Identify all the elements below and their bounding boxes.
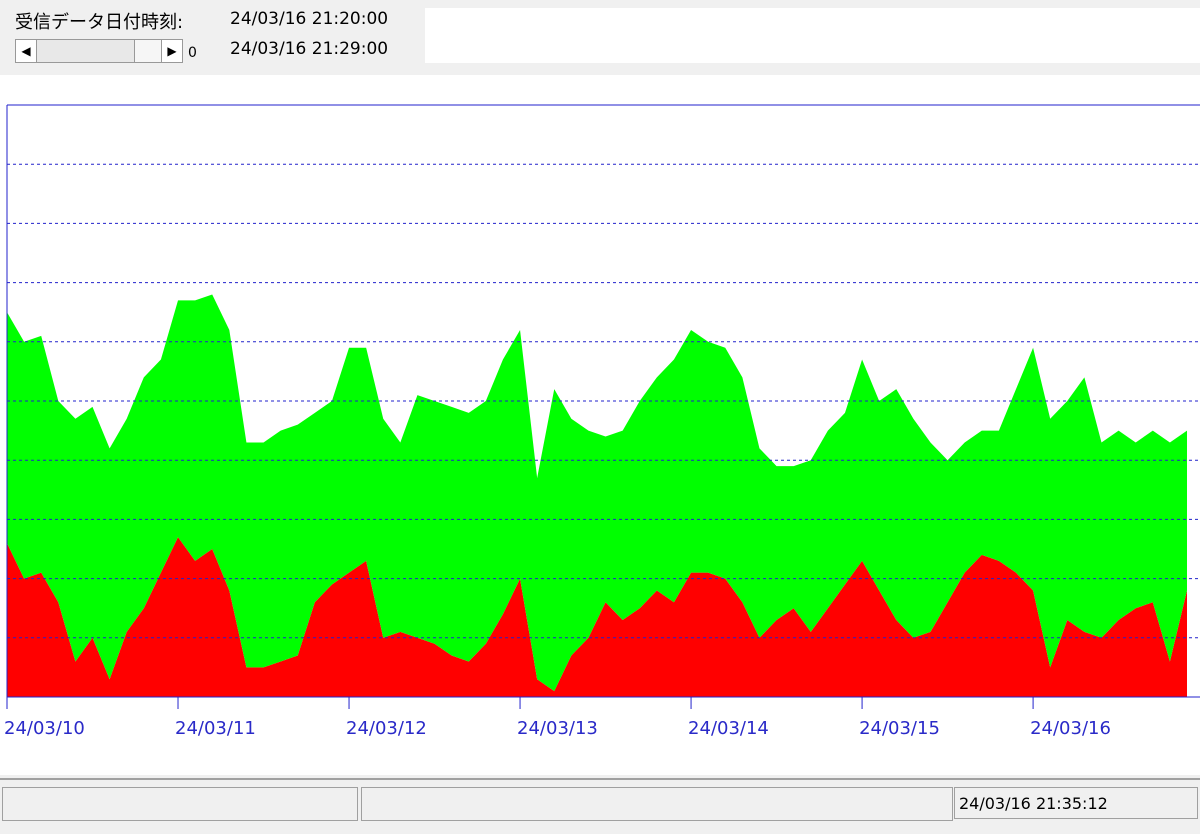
scroll-left[interactable]: ◀ (16, 40, 37, 62)
scroll-thumb[interactable] (134, 40, 163, 62)
separator (0, 778, 1200, 780)
scroll-value: 0 (188, 45, 197, 61)
time-to: 24/03/16 21:29:00 (230, 39, 389, 59)
x-tick-label: 24/03/11 (175, 718, 256, 739)
x-tick-label: 24/03/10 (4, 718, 85, 739)
area (7, 294, 1187, 692)
x-tick-label: 24/03/13 (517, 718, 598, 739)
x-tick-label: 24/03/14 (688, 718, 769, 739)
x-tick-label: 24/03/16 (1030, 718, 1111, 739)
info-field (425, 8, 1200, 63)
time-from: 24/03/16 21:20:00 (230, 9, 389, 29)
x-tick-label: 24/03/12 (346, 718, 427, 739)
area (7, 537, 1187, 697)
chart: 24/03/10 24/03/11 24/03/12 24/03/13 24/03/14… (0, 75, 1200, 775)
status-panel (361, 787, 953, 821)
status-timestamp: 24/03/16 21:35:12 (954, 787, 1198, 819)
scroll-right[interactable]: ▶ (161, 40, 182, 62)
status-panel (2, 787, 358, 821)
x-tick-label: 24/03/15 (859, 718, 940, 739)
scrollbar[interactable]: ◀ ▶ (15, 39, 183, 63)
header-label: 受信データ日付時刻: (15, 12, 184, 33)
